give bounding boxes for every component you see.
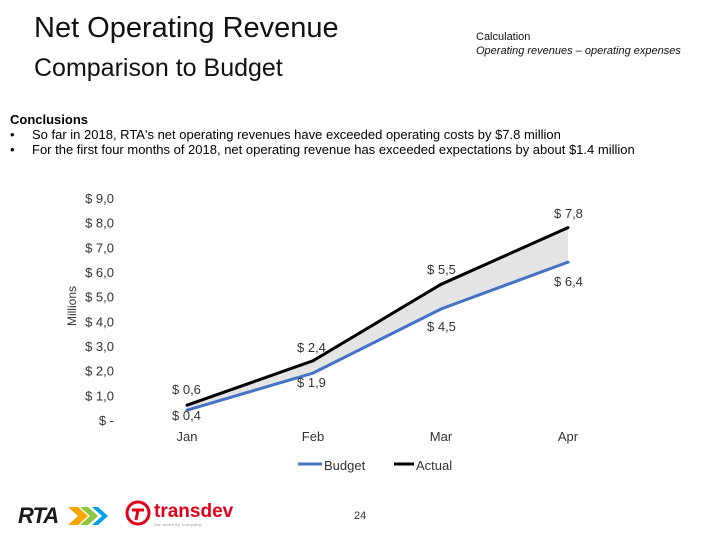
- x-tick-label: Feb: [302, 429, 324, 444]
- data-point-actual: [185, 403, 189, 407]
- series-line-actual: [186, 226, 569, 407]
- page-title: Net Operating Revenue: [34, 12, 339, 44]
- data-point-actual: [439, 282, 443, 286]
- y-tick-label: $ 3,0: [85, 339, 114, 354]
- data-point-budget: [439, 307, 443, 311]
- data-point-actual: [311, 359, 315, 363]
- y-tick-label: $ 4,0: [85, 314, 114, 329]
- conclusion-text: So far in 2018, RTA's net operating reve…: [32, 127, 561, 142]
- data-label-budget: $ 0,4: [172, 408, 201, 423]
- data-label-budget: $ 1,9: [297, 375, 326, 390]
- transdev-logo: transdev: [154, 501, 234, 522]
- y-axis-title: Millions: [65, 286, 79, 326]
- page-subtitle: Comparison to Budget: [34, 54, 283, 82]
- calculation-formula: Operating revenues – operating expenses: [476, 45, 681, 57]
- data-label-actual: $ 0,6: [172, 382, 201, 397]
- series-line-budget: [186, 260, 569, 412]
- transdev-swirl-icon: [125, 500, 151, 526]
- conclusions-block: Conclusions • So far in 2018, RTA's net o…: [10, 112, 690, 157]
- net-operating-revenue-chart: Millions $ - $ 1,0 $ 2,0 $ 3,0 $ 4,0 $ 5,0 $ 6,…: [65, 191, 583, 473]
- y-tick-label: $ 9,0: [85, 191, 114, 206]
- y-tick-label: $ 5,0: [85, 290, 114, 305]
- y-tick-label: $ 7,0: [85, 240, 114, 255]
- y-tick-label: $ 1,0: [85, 388, 114, 403]
- data-point-budget: [185, 408, 189, 412]
- data-point-actual: [566, 226, 570, 230]
- calculation-heading: Calculation: [476, 31, 531, 43]
- y-tick-label: $ 8,0: [85, 216, 114, 231]
- legend-label-actual: Actual: [416, 458, 452, 473]
- x-tick-label: Mar: [430, 429, 453, 444]
- y-tick-label: $ -: [99, 413, 114, 428]
- data-point-budget: [566, 260, 570, 264]
- x-tick-label: Jan: [177, 429, 198, 444]
- transdev-tagline: the mobility company: [154, 522, 202, 527]
- rta-logo: RTA: [18, 503, 59, 528]
- x-tick-label: Apr: [558, 429, 579, 444]
- data-label-actual: $ 7,8: [554, 206, 583, 221]
- data-label-budget: $ 6,4: [554, 274, 583, 289]
- data-label-actual: $ 2,4: [297, 340, 326, 355]
- data-label-actual: $ 5,5: [427, 262, 456, 277]
- variance-area: [187, 227, 568, 411]
- conclusions-list: • So far in 2018, RTA's net operating rev…: [10, 127, 690, 157]
- conclusions-heading: Conclusions: [10, 112, 89, 127]
- conclusion-item: • For the first four months of 2018, net …: [10, 142, 690, 157]
- data-point-budget: [311, 371, 315, 375]
- bullet: •: [10, 142, 15, 157]
- rta-chevron-icon: [68, 507, 108, 525]
- bullet: •: [10, 127, 15, 142]
- y-tick-label: $ 2,0: [85, 364, 114, 379]
- page-number: 24: [354, 510, 367, 522]
- conclusion-item: • So far in 2018, RTA's net operating rev…: [10, 127, 690, 142]
- data-label-budget: $ 4,5: [427, 319, 456, 334]
- conclusion-text: For the first four months of 2018, net o…: [32, 142, 635, 157]
- legend-label-budget: Budget: [324, 458, 366, 473]
- y-tick-label: $ 6,0: [85, 265, 114, 280]
